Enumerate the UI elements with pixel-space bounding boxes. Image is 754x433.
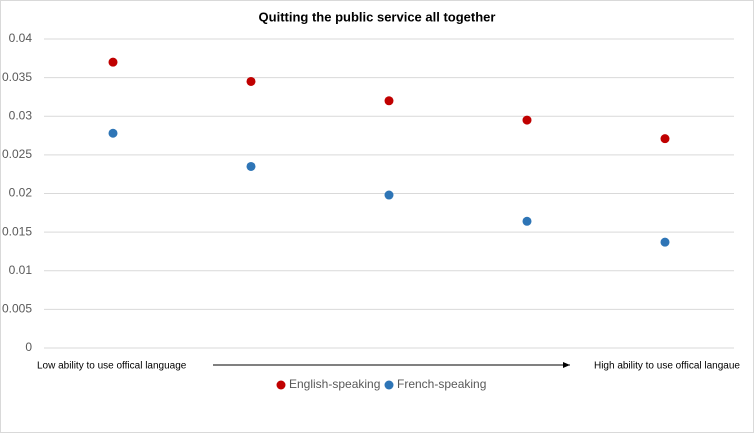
legend-label: French-speaking (397, 377, 486, 391)
y-tick-label: 0 (25, 340, 32, 354)
x-annotation-low: Low ability to use offical language (37, 361, 187, 372)
chart-title: Quitting the public service all together (259, 9, 496, 24)
y-tick-label: 0.015 (2, 224, 32, 238)
y-tick-label: 0.005 (2, 302, 32, 316)
y-tick-label: 0.025 (2, 147, 32, 161)
y-tick-label: 0.03 (9, 108, 33, 122)
y-tick-label: 0.04 (9, 31, 33, 45)
point (246, 161, 256, 171)
point (384, 96, 394, 106)
point (108, 57, 118, 67)
point (246, 76, 256, 86)
point (660, 134, 670, 144)
point (384, 190, 394, 200)
point (660, 237, 670, 247)
legend-marker (276, 380, 286, 390)
y-tick-label: 0.02 (9, 186, 33, 200)
point (108, 128, 118, 138)
legend-marker (384, 380, 394, 390)
legend-label: English-speaking (289, 377, 380, 391)
point (522, 216, 532, 226)
point (522, 115, 532, 125)
x-annotation-high: High ability to use offical langaue (594, 361, 740, 372)
y-tick-label: 0.01 (9, 263, 33, 277)
y-tick-label: 0.035 (2, 70, 32, 84)
